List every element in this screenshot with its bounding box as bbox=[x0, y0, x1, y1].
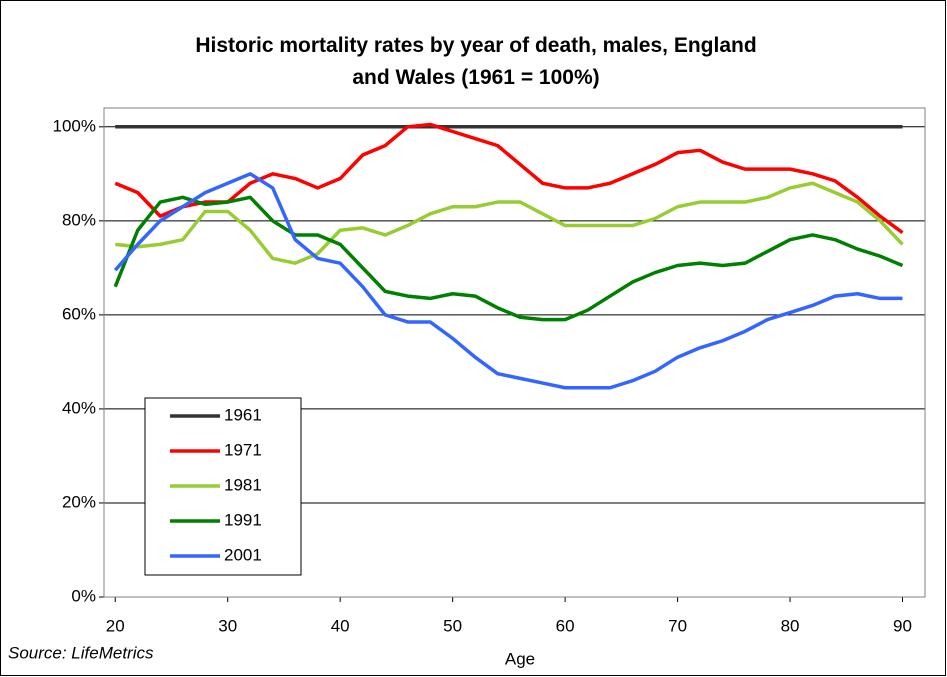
y-tick-label: 100% bbox=[53, 116, 96, 135]
y-tick-label: 20% bbox=[62, 492, 96, 511]
x-tick-label: 40 bbox=[331, 616, 350, 635]
series-line bbox=[113, 195, 904, 322]
y-tick-label: 0% bbox=[71, 586, 96, 605]
x-tick-label: 80 bbox=[781, 616, 800, 635]
legend-label: 2001 bbox=[224, 545, 262, 564]
legend-label: 1981 bbox=[224, 475, 262, 494]
series-line bbox=[114, 122, 904, 235]
x-tick-label: 90 bbox=[893, 616, 912, 635]
chart-title: Historic mortality rates by year of deat… bbox=[195, 34, 756, 89]
series-line bbox=[115, 181, 904, 265]
x-tick-label: 20 bbox=[106, 616, 125, 635]
source-note: Source: LifeMetrics bbox=[8, 643, 154, 662]
y-tick-label: 60% bbox=[62, 304, 96, 323]
legend-label: 1961 bbox=[224, 405, 262, 424]
x-tick-label: 70 bbox=[668, 616, 687, 635]
legend: 1961 1971 1981 1991 2001 bbox=[144, 397, 302, 576]
legend-label: 1971 bbox=[224, 440, 262, 459]
x-axis-label: Age bbox=[505, 649, 535, 668]
x-tick-label: 30 bbox=[218, 616, 237, 635]
x-tick-label: 60 bbox=[556, 616, 575, 635]
series-line bbox=[113, 172, 903, 390]
x-tick-label: 50 bbox=[443, 616, 462, 635]
y-tick-label: 80% bbox=[62, 210, 96, 229]
legend-label: 1991 bbox=[224, 510, 262, 529]
plot-area bbox=[103, 107, 926, 598]
legend-box bbox=[144, 397, 302, 576]
y-tick-label: 40% bbox=[62, 398, 96, 417]
